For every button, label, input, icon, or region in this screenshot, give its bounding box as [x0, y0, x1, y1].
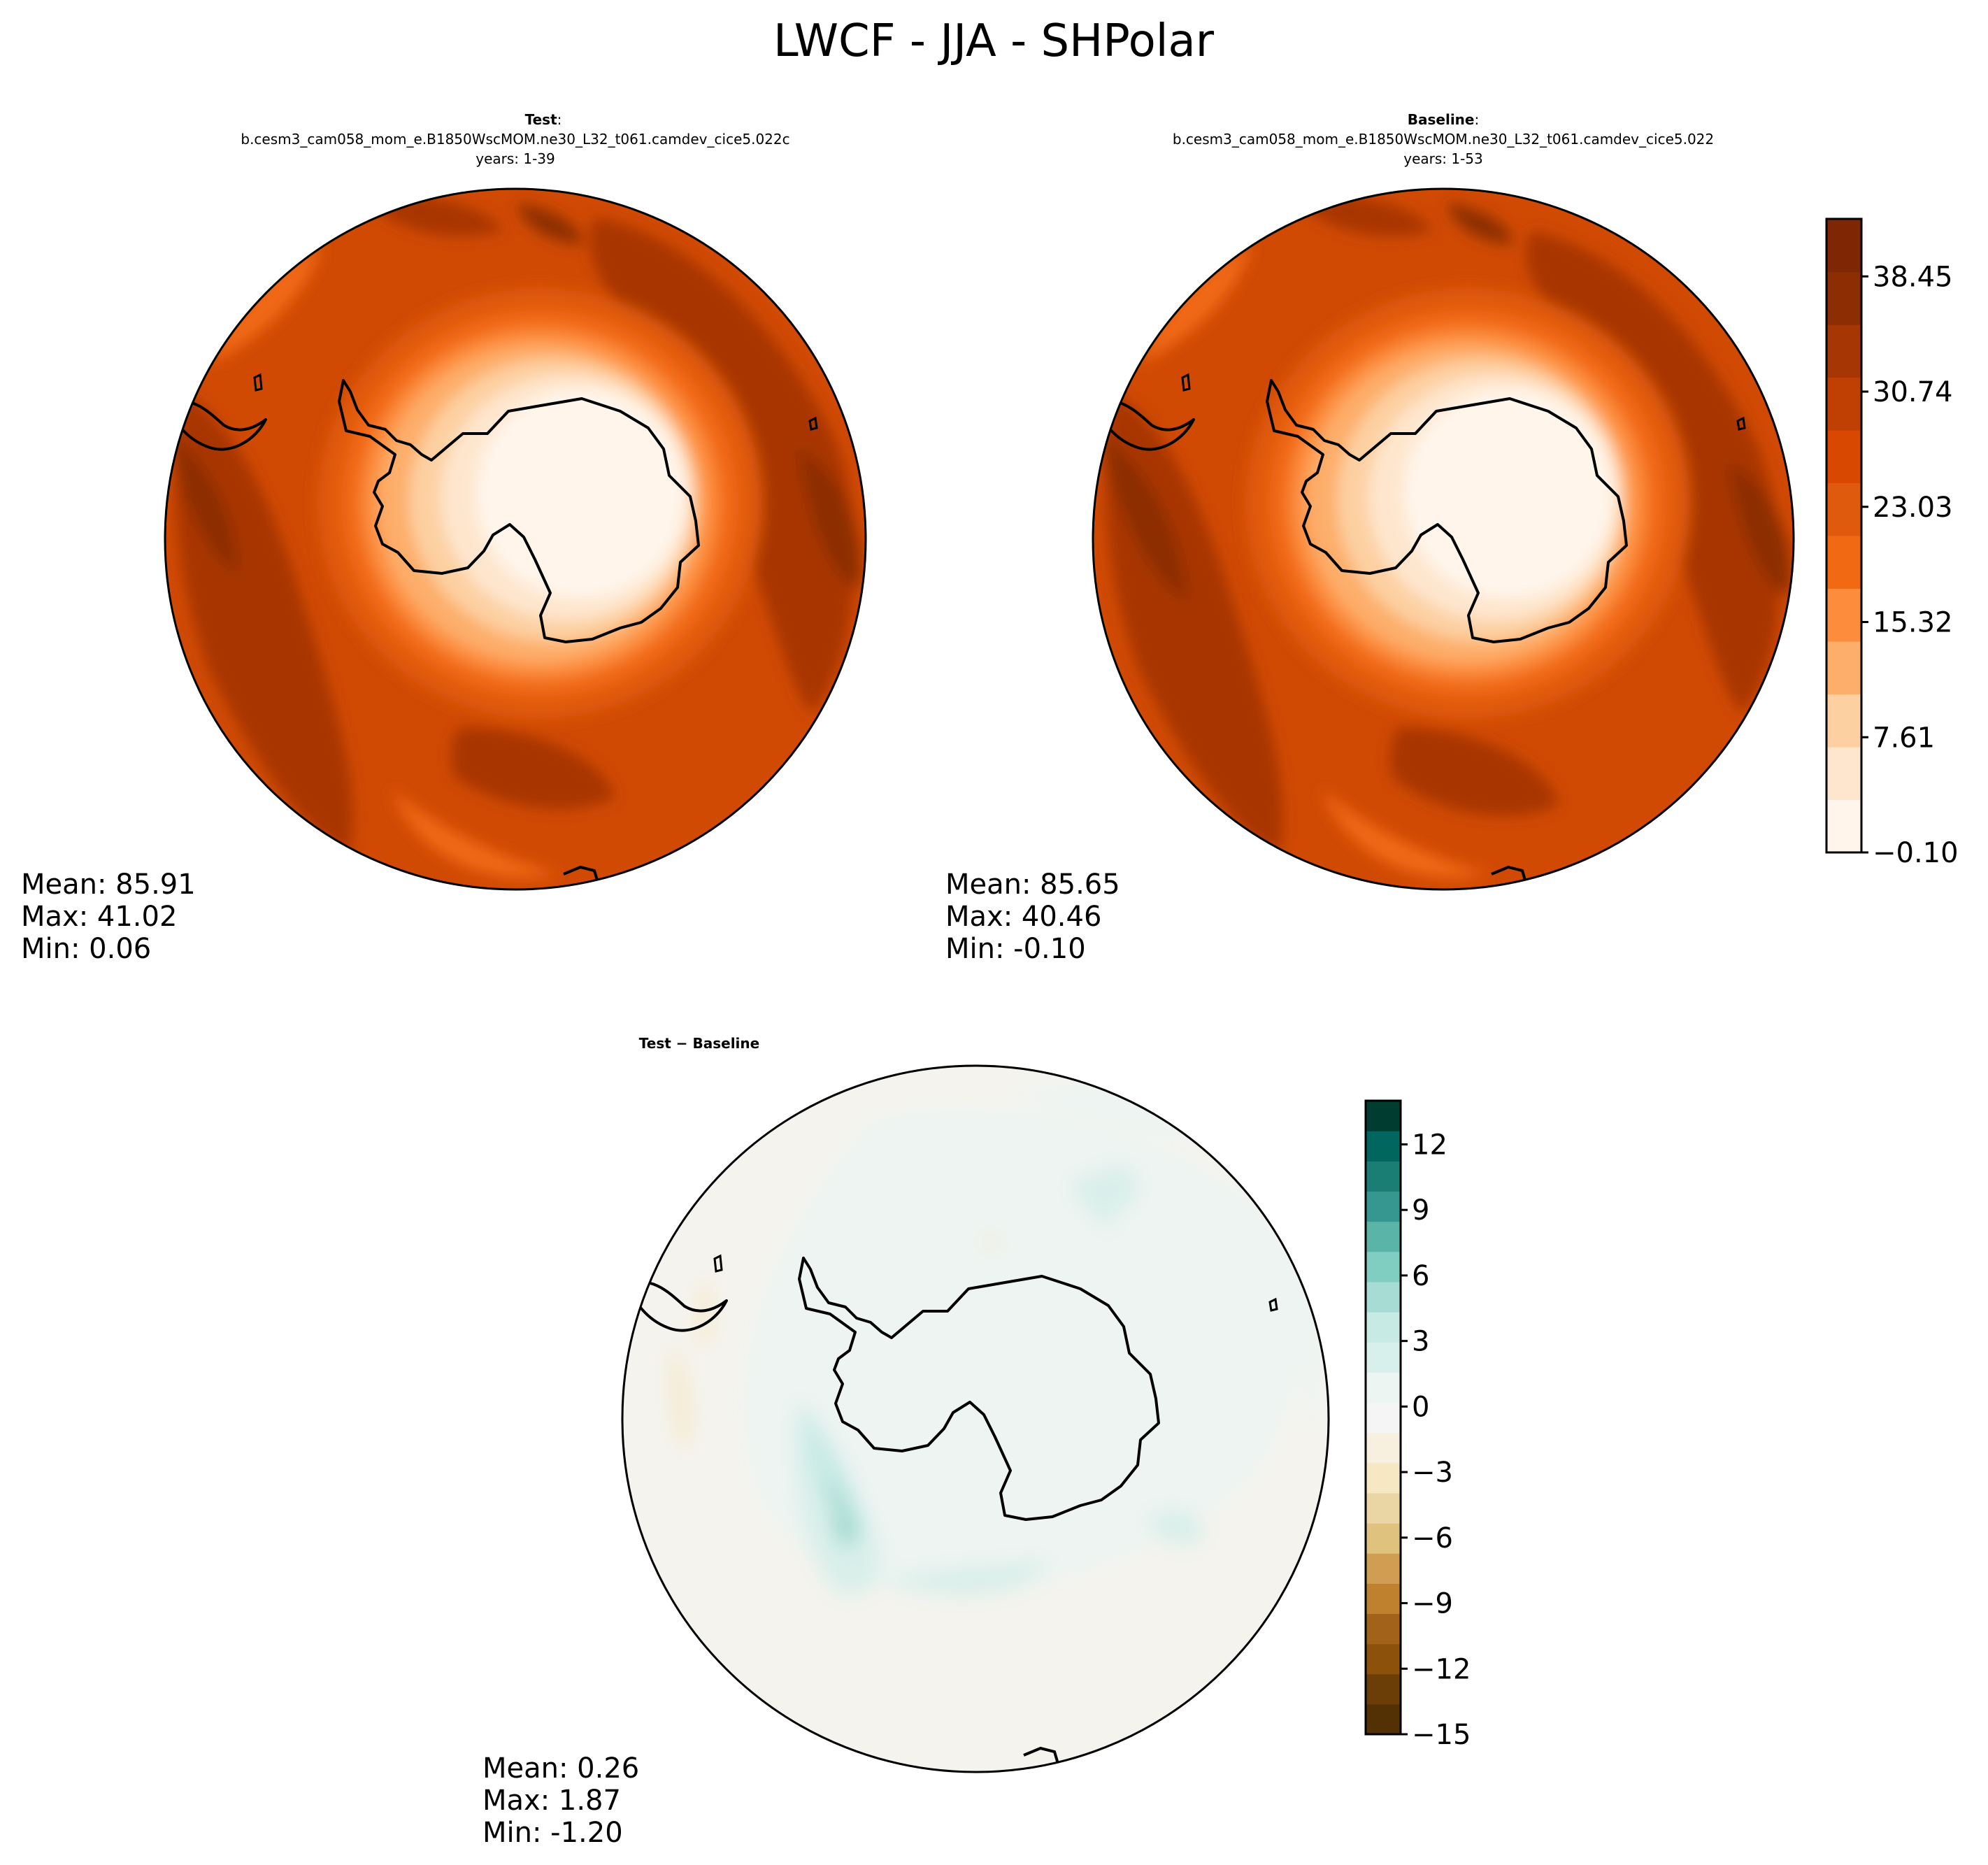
- colorbar-fields-segment: [1826, 799, 1861, 853]
- stats-min-test: Min: 0.06: [21, 933, 151, 965]
- panel-title-baseline: Baseline:: [1408, 111, 1479, 128]
- panel-title-test: Test:: [525, 111, 562, 128]
- colorbar-difference-segment: [1366, 1613, 1401, 1645]
- colorbar-difference-segment: [1366, 1643, 1401, 1675]
- colorbar-difference-tick-label: −6: [1412, 1522, 1453, 1555]
- colorbar-difference-tick-label: −3: [1412, 1457, 1453, 1489]
- colorbar-difference-segment: [1366, 1161, 1401, 1192]
- colorbar-fields-tick-label: −0.10: [1873, 837, 1959, 869]
- colorbar-difference-segment: [1366, 1673, 1401, 1705]
- colorbar-difference-segment: [1366, 1221, 1401, 1252]
- colorbar-difference-segment: [1366, 1402, 1401, 1434]
- colorbar-difference-segment: [1366, 1372, 1401, 1403]
- colorbar-fields-segment: [1826, 430, 1861, 484]
- colorbar-fields-tick-label: 7.61: [1873, 722, 1935, 754]
- colorbar-fields-segment: [1826, 377, 1861, 431]
- panel-years-test: years: 1-39: [475, 150, 555, 167]
- colorbar-difference-tick-label: 12: [1412, 1129, 1447, 1161]
- colorbar-fields-segment: [1826, 536, 1861, 589]
- colorbar-difference-tick-label: −12: [1412, 1653, 1471, 1685]
- colorbar-fields-tick-label: 30.74: [1873, 376, 1953, 408]
- colorbar-difference-segment: [1366, 1312, 1401, 1343]
- colorbar-difference-segment: [1366, 1492, 1401, 1524]
- colorbar-difference-segment: [1366, 1281, 1401, 1313]
- colorbar-difference-tick-label: −15: [1412, 1719, 1471, 1751]
- stats-max-test: Max: 41.02: [21, 901, 177, 933]
- colorbar-fields-frame: [1825, 217, 1863, 854]
- colorbar-fields-segment: [1826, 588, 1861, 642]
- map-test: [165, 189, 866, 889]
- colorbar-difference-segment: [1366, 1131, 1401, 1162]
- colorbar-difference-tick-label: 3: [1412, 1326, 1429, 1358]
- stats-mean-baseline: Mean: 85.65: [945, 869, 1120, 901]
- colorbar-difference-segment: [1366, 1703, 1401, 1735]
- colorbar-fields-segment: [1826, 641, 1861, 695]
- colorbar-difference-segment: [1366, 1342, 1401, 1373]
- colorbar-difference-tick-label: 0: [1412, 1391, 1429, 1423]
- panel-case-test: b.cesm3_cam058_mom_e.B1850WscMOM.ne30_L3…: [241, 131, 789, 148]
- colorbar-difference-segment: [1366, 1191, 1401, 1222]
- colorbar-fields-segment: [1826, 219, 1861, 273]
- colorbar-difference-tick-label: 9: [1412, 1194, 1429, 1227]
- stats-max-baseline: Max: 40.46: [945, 901, 1101, 933]
- stats-max-difference: Max: 1.87: [482, 1785, 621, 1817]
- colorbar-difference-segment: [1366, 1432, 1401, 1464]
- colorbar-difference-segment: [1366, 1251, 1401, 1282]
- colorbar-fields-tick-label: 38.45: [1873, 261, 1953, 293]
- colorbar-difference-segment: [1366, 1462, 1401, 1494]
- colorbar-fields-segment: [1826, 694, 1861, 748]
- stats-min-baseline: Min: -0.10: [945, 933, 1086, 965]
- colorbar-difference: 12 9 6 3 0 −3 −6 −9 −12 −15: [1364, 1099, 1471, 1751]
- panel-baseline: Baseline: b.cesm3_cam058_mom_e.B1850WscM…: [945, 111, 1795, 965]
- colorbar-fields-segment: [1826, 483, 1861, 536]
- colorbar-fields-tick-label: 15.32: [1873, 607, 1953, 639]
- stats-mean-difference: Mean: 0.26: [482, 1752, 639, 1785]
- colorbar-difference-frame: [1364, 1099, 1402, 1736]
- panel-test: Test: b.cesm3_cam058_mom_e.B1850WscMOM.n…: [21, 111, 867, 965]
- figure-title: LWCF - JJA - SHPolar: [773, 15, 1215, 67]
- map-difference: [622, 1066, 1329, 1772]
- colorbar-difference-segment: [1366, 1523, 1401, 1554]
- colorbar-fields-segment: [1826, 271, 1861, 325]
- colorbar-difference-segment: [1366, 1583, 1401, 1615]
- colorbar-fields-segment: [1826, 747, 1861, 801]
- colorbar-difference-tick-label: −9: [1412, 1588, 1453, 1620]
- panel-years-baseline: years: 1-53: [1403, 150, 1483, 167]
- colorbar-fields-tick-label: 23.03: [1873, 492, 1953, 524]
- colorbar-fields-segment: [1826, 324, 1861, 378]
- colorbar-difference-tick-label: 6: [1412, 1260, 1429, 1292]
- stats-mean-test: Mean: 85.91: [21, 869, 196, 901]
- colorbar-difference-segment: [1366, 1553, 1401, 1584]
- panel-title-difference: Test − Baseline: [639, 1035, 759, 1052]
- colorbar-difference-segment: [1366, 1101, 1401, 1131]
- panel-difference: Test − Baseline: [482, 1035, 1330, 1849]
- panel-case-baseline: b.cesm3_cam058_mom_e.B1850WscMOM.ne30_L3…: [1173, 131, 1714, 148]
- map-baseline: [1093, 189, 1794, 889]
- stats-min-difference: Min: -1.20: [482, 1817, 623, 1849]
- colorbar-fields: 38.45 30.74 23.03 15.32 7.61 −0.10: [1825, 217, 1959, 869]
